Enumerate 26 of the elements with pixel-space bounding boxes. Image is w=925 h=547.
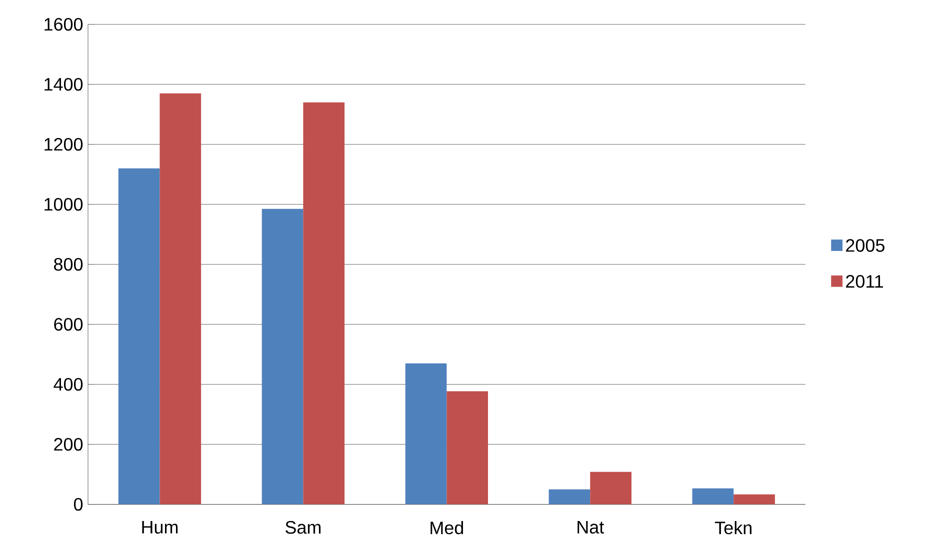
bar [405, 363, 447, 504]
bar [446, 391, 488, 504]
bar [262, 208, 304, 504]
y-tick-label: 600 [54, 318, 83, 331]
y-tick-label: 1600 [44, 18, 83, 31]
bar [734, 494, 775, 504]
x-tick-label: Tekn [714, 521, 752, 534]
bar [548, 489, 590, 504]
bar [590, 472, 632, 504]
legend-label: 2011 [846, 275, 883, 288]
y-tick-label: 400 [54, 378, 83, 391]
x-tick-label: Sam [286, 521, 321, 534]
y-tick-label: 1000 [44, 198, 83, 211]
bar [160, 93, 202, 504]
x-tick-label: Med [430, 521, 464, 534]
y-tick-label: 1200 [44, 138, 83, 151]
bar [303, 102, 345, 504]
bar [692, 488, 734, 504]
legend-label: 2005 [846, 239, 884, 252]
y-tick-label: 1400 [44, 78, 83, 91]
x-tick-label: Hum [142, 521, 178, 534]
x-tick-label: Nat [578, 521, 604, 534]
y-tick-label: 200 [54, 438, 83, 451]
y-tick-label: 0 [74, 498, 83, 511]
bar [118, 168, 160, 504]
y-tick-label: 800 [54, 258, 83, 271]
